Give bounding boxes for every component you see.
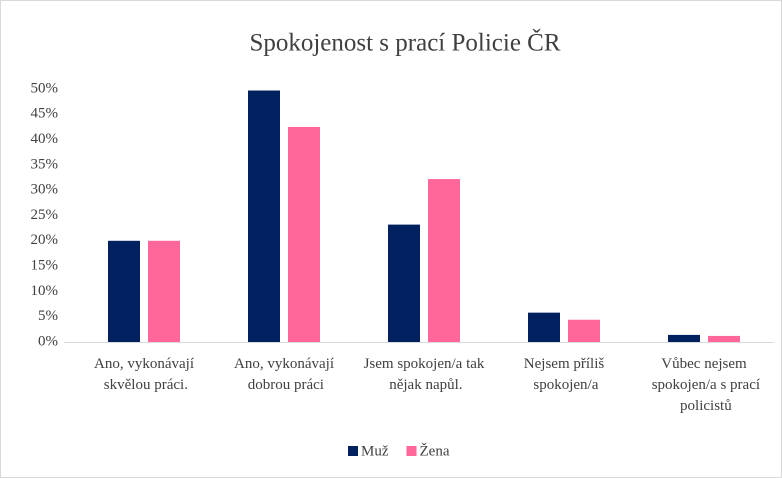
bar [108, 240, 140, 342]
y-tick-label: 10% [31, 283, 59, 299]
x-tick-label: Nejsem příliš spokojen/a [524, 356, 605, 393]
bar [388, 224, 420, 342]
y-tick-label: 25% [31, 207, 59, 223]
y-tick-label: 35% [31, 156, 59, 172]
y-tick-label: 15% [31, 258, 59, 274]
legend-swatch [348, 446, 358, 456]
bar [568, 319, 600, 342]
bar [708, 335, 740, 342]
x-tick-label: Vůbec nejsem spokojen/a s prací policist… [648, 356, 760, 414]
y-tick-label: 40% [31, 131, 59, 147]
y-tick-label: 5% [38, 308, 58, 324]
y-tick-label: 0% [38, 333, 58, 349]
legend-label: Žena [420, 442, 450, 459]
bar [148, 240, 180, 342]
y-tick-label: 50% [31, 80, 59, 96]
y-tick-label: 30% [31, 182, 59, 198]
legend-label: Muž [361, 443, 389, 459]
chart-title: Spokojenost s prací Policie ČR [249, 29, 560, 57]
bar [428, 179, 460, 342]
bar [668, 334, 700, 342]
y-tick-label: 45% [31, 106, 59, 122]
bar [248, 90, 280, 342]
bar [528, 312, 560, 342]
x-tick-label: Ano, vykonávají skvělou práci. [94, 356, 194, 393]
bar [288, 126, 320, 342]
y-tick-label: 20% [31, 232, 59, 248]
legend-swatch [406, 446, 417, 456]
x-tick-label: Jsem spokojen/a tak nějak napůl. [364, 356, 485, 393]
x-tick-label: Ano, vykonávají dobrou práci [234, 356, 334, 393]
